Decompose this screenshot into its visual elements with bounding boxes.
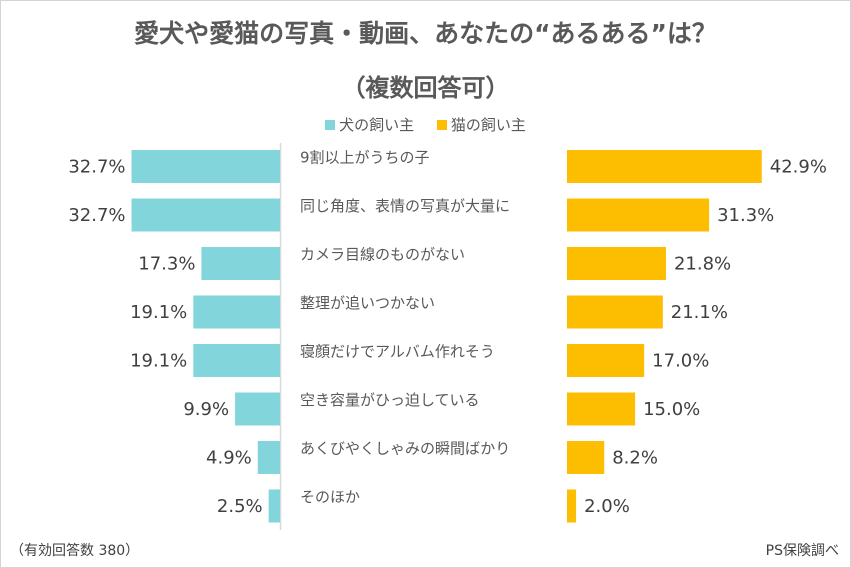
category-label-5: 空き容量がひっ迫している [300,391,480,409]
bar-dog-1 [131,198,280,232]
category-label-0: 9割以上がうちの子 [300,149,430,167]
legend-swatch-dog [325,120,336,130]
bar-dog-7 [268,489,280,523]
bar-dog-2 [201,247,280,280]
category-label-7: そのほか [300,488,360,506]
chart-title: 愛犬や愛猫の写真・動画、あなたの“あるある”は？ [134,19,717,48]
value-label-cat-4: 17.0% [652,351,709,372]
category-label-1: 同じ角度、表情の写真が大量に [300,197,510,215]
value-label-cat-7: 2.0% [584,496,630,517]
bar-dog-5 [235,392,280,426]
category-label-4: 寝顔だけでアルバム作れそう [300,343,495,361]
legend-label-dog: 犬の飼い主 [339,116,415,134]
category-label-3: 整理が追いつかない [300,294,435,312]
bar-cat-3 [567,295,663,329]
bar-cat-6 [567,441,605,474]
legend-label-cat: 猫の飼い主 [450,116,526,134]
bar-cat-7 [567,489,577,523]
bar-dog-0 [131,150,280,183]
value-label-dog-6: 4.9% [206,448,252,469]
bar-cat-2 [567,247,666,280]
bar-dog-6 [257,441,280,474]
chart-subtitle: （複数回答可） [341,74,510,102]
value-label-dog-3: 19.1% [130,302,187,323]
value-label-dog-7: 2.5% [217,496,263,517]
bar-cat-1 [567,198,710,232]
bar-cat-0 [567,150,762,183]
value-label-cat-3: 21.1% [671,302,728,323]
sample-size-note: （有効回答数 380） [10,543,140,559]
value-label-dog-4: 19.1% [130,351,187,372]
bar-cat-5 [567,392,636,426]
bar-dog-4 [193,344,280,377]
bar-dog-3 [193,295,280,329]
value-label-cat-6: 8.2% [612,448,658,469]
value-label-dog-1: 32.7% [68,205,125,226]
legend-item-cat: 猫の飼い主 [436,114,526,135]
value-label-dog-0: 32.7% [68,157,125,178]
legend: 犬の飼い主 猫の飼い主 [0,114,851,135]
value-label-dog-5: 9.9% [183,399,229,420]
value-label-cat-2: 21.8% [674,254,731,275]
value-label-cat-5: 15.0% [643,399,700,420]
category-label-2: カメラ目線のものがない [300,246,465,264]
legend-item-dog: 犬の飼い主 [325,114,414,135]
category-label-6: あくびやくしゃみの瞬間ばかり [300,440,510,458]
value-label-cat-1: 31.3% [717,205,774,226]
source-note: PS保険調べ [765,543,839,559]
value-label-cat-0: 42.9% [770,157,827,178]
bar-cat-4 [567,344,645,377]
value-label-dog-2: 17.3% [138,254,195,275]
legend-swatch-cat [436,120,447,130]
